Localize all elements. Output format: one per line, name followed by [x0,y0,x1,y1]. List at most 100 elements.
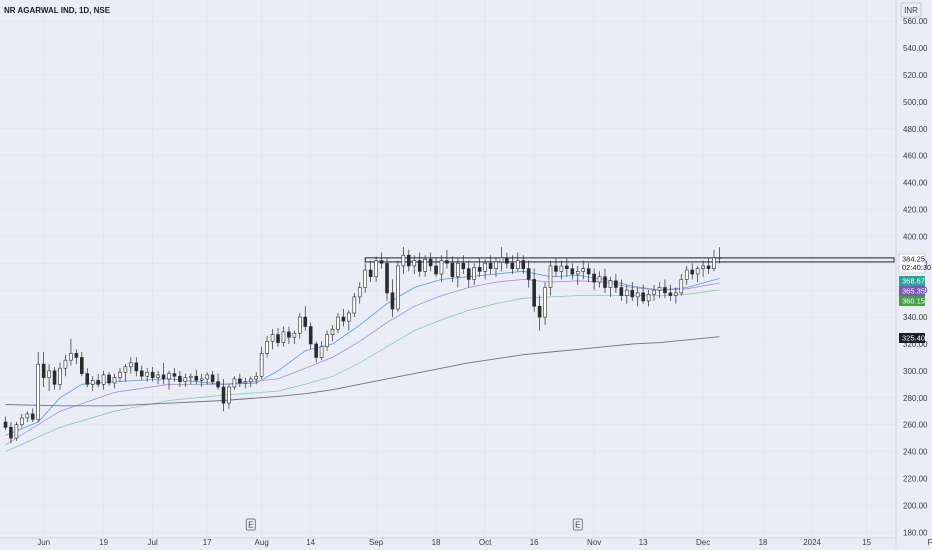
candle[interactable] [112,373,117,389]
candle[interactable] [483,259,487,280]
candle[interactable] [319,341,324,361]
candle[interactable] [232,376,237,390]
candle[interactable] [347,310,351,331]
candle[interactable] [374,256,378,283]
candle[interactable] [139,365,144,381]
candle[interactable] [221,378,226,412]
candle[interactable] [417,252,422,277]
candle[interactable] [172,368,177,382]
candle[interactable] [330,325,335,342]
candle[interactable] [90,376,95,392]
candle[interactable] [336,313,340,334]
candle[interactable] [30,408,35,422]
candle[interactable] [96,373,100,388]
candle[interactable] [570,263,575,280]
candle[interactable] [156,370,160,385]
candle[interactable] [3,416,8,431]
candle[interactable] [325,330,329,351]
candle[interactable] [276,327,280,347]
candle[interactable] [439,255,444,283]
candle[interactable] [466,260,471,288]
candle[interactable] [668,284,673,301]
candle[interactable] [303,306,308,331]
candle[interactable] [706,257,711,275]
candle[interactable] [505,252,509,269]
candle[interactable] [679,274,684,296]
candle[interactable] [161,362,166,385]
candle[interactable] [123,364,128,382]
candle[interactable] [532,268,536,312]
candle[interactable] [352,292,357,318]
candle[interactable] [526,260,531,288]
candle[interactable] [663,279,667,299]
x-axis[interactable]: Jun 19 Jul 17 Aug 14 Sep 18 Oct 16 Nov 13 Dec 18 2024 1… [0,537,932,547]
candle[interactable] [183,373,188,388]
candle[interactable] [428,252,433,272]
candle[interactable] [58,362,62,390]
candle[interactable] [434,257,438,277]
candle[interactable] [456,257,460,288]
candle[interactable] [597,271,602,288]
candle[interactable] [396,260,400,312]
candle[interactable] [406,249,411,272]
candle[interactable] [543,282,547,326]
candle[interactable] [281,326,286,347]
candle[interactable] [461,255,466,275]
candle[interactable] [401,247,406,275]
candle[interactable] [189,373,193,385]
candle[interactable] [488,255,493,275]
candle[interactable] [216,373,220,390]
candle[interactable] [586,263,591,283]
candle[interactable] [9,421,13,444]
candle[interactable] [227,384,231,409]
candle[interactable] [14,421,19,441]
candle[interactable] [684,265,689,285]
candle[interactable] [423,255,427,277]
candle[interactable] [614,274,618,293]
candle[interactable] [85,368,90,388]
candle[interactable] [379,252,384,269]
earnings-marker[interactable]: E [572,518,583,531]
candle[interactable] [690,263,695,280]
candle[interactable] [287,326,291,344]
candle[interactable] [608,276,613,297]
candle[interactable] [314,341,318,363]
candle[interactable] [248,376,253,388]
candle[interactable] [652,284,656,301]
currency-button[interactable]: INR [900,2,922,18]
candle[interactable] [101,370,106,390]
candle[interactable] [581,260,586,280]
candle[interactable] [25,411,30,422]
candle[interactable] [341,309,346,327]
candle[interactable] [145,368,149,382]
candle[interactable] [559,260,564,280]
candle[interactable] [494,257,498,277]
candle[interactable] [592,268,596,291]
candle[interactable] [357,282,362,304]
candle[interactable] [297,313,302,339]
candle[interactable] [390,279,395,318]
candle[interactable] [265,335,269,358]
candle[interactable] [717,247,722,264]
candle[interactable] [69,338,73,366]
candle[interactable] [575,265,580,285]
candle[interactable] [129,357,133,374]
candle[interactable] [52,366,57,390]
candle[interactable] [412,255,417,275]
candle[interactable] [36,352,41,422]
candle[interactable] [150,366,155,382]
candle[interactable] [450,256,455,283]
candle[interactable] [619,279,624,301]
candle[interactable] [537,295,542,331]
candle[interactable] [674,287,678,304]
candle[interactable] [254,372,258,385]
candle[interactable] [210,370,215,385]
candle[interactable] [308,322,313,350]
candle[interactable] [259,346,264,379]
candle[interactable] [515,252,520,272]
candle[interactable] [74,349,79,365]
earnings-marker[interactable]: E [245,518,256,531]
candle[interactable] [603,268,607,293]
